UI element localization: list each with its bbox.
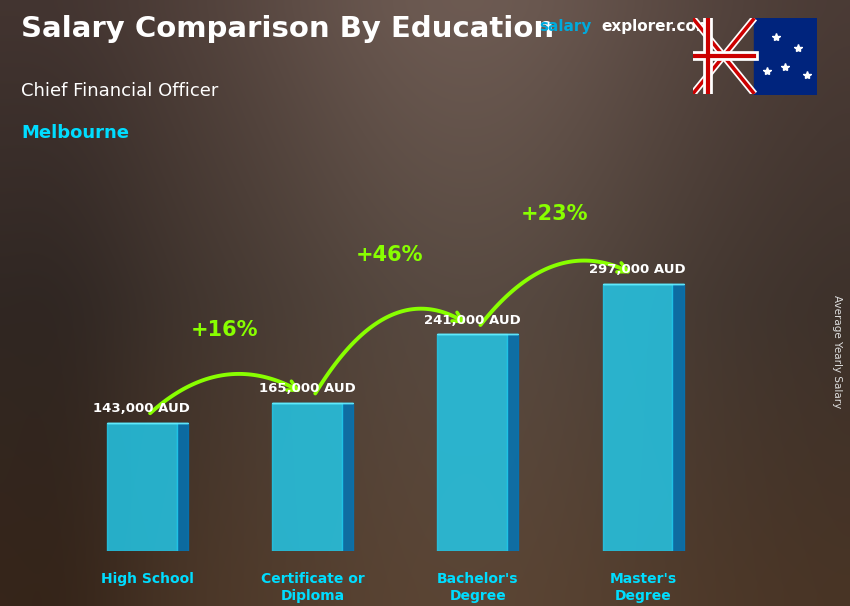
Text: explorer.com: explorer.com: [602, 19, 712, 35]
Text: Salary Comparison By Education: Salary Comparison By Education: [21, 15, 554, 43]
Text: 143,000 AUD: 143,000 AUD: [94, 402, 190, 415]
Text: Certificate or
Diploma: Certificate or Diploma: [261, 572, 365, 603]
Text: salary: salary: [540, 19, 592, 35]
Text: 297,000 AUD: 297,000 AUD: [589, 263, 686, 276]
Text: High School: High School: [101, 572, 194, 586]
Text: Master's
Degree: Master's Degree: [609, 572, 677, 603]
Bar: [107, 423, 177, 551]
Text: +46%: +46%: [356, 245, 423, 265]
Polygon shape: [177, 423, 188, 551]
Text: +23%: +23%: [521, 204, 588, 224]
Text: Average Yearly Salary: Average Yearly Salary: [832, 295, 842, 408]
Bar: [272, 403, 342, 551]
Text: 241,000 AUD: 241,000 AUD: [424, 313, 520, 327]
Polygon shape: [507, 335, 518, 551]
Text: Melbourne: Melbourne: [21, 124, 129, 142]
Text: Bachelor's
Degree: Bachelor's Degree: [437, 572, 518, 603]
Text: Chief Financial Officer: Chief Financial Officer: [21, 82, 218, 100]
Text: 165,000 AUD: 165,000 AUD: [258, 382, 355, 395]
Text: +16%: +16%: [190, 320, 258, 340]
Bar: [438, 335, 507, 551]
Polygon shape: [342, 403, 354, 551]
Polygon shape: [672, 284, 683, 551]
Bar: [603, 284, 672, 551]
